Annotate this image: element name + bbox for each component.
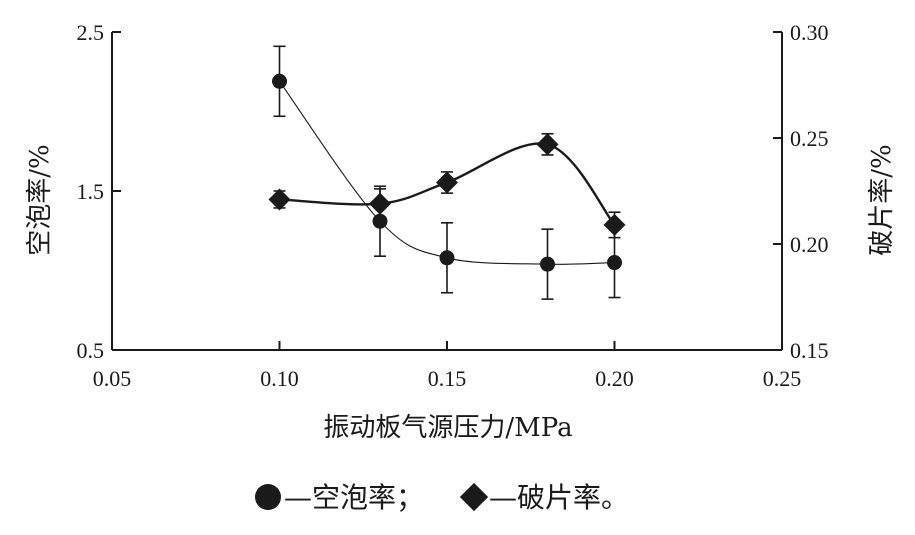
y-tick-label-right: 0.20 [790,232,829,257]
x-axis-title: 振动板气源压力/MPa [323,413,572,443]
legend-circle-marker [255,484,281,510]
y-tick-label-left: 0.5 [77,338,105,363]
legend-diamond-marker [459,482,489,512]
series-layer [268,45,626,300]
data-point-circle [439,250,455,266]
y-tick-label-right: 0.30 [790,20,829,45]
x-tick-label: 0.10 [260,366,299,391]
data-point-circle [540,256,555,272]
y-tick-label-right: 0.15 [790,338,829,363]
x-tick-label: 0.15 [428,366,467,391]
x-tick-label: 0.25 [763,366,802,391]
legend-item-fragmentation: —破片率。 [489,481,629,514]
data-point-diamond [268,188,291,211]
data-point-circle [372,213,388,229]
labels-layer: 0.05 0.10 0.15 0.20 0.25 0.5 1.5 2.5 0.15 0.20 0.2… [77,20,829,391]
data-point-diamond [603,213,626,236]
axes [111,31,783,351]
data-point-diamond [369,192,391,215]
data-point-circle [272,73,287,89]
data-point-circle [607,255,622,271]
legend-item-cavitation: —空泡率； [284,481,424,514]
y-tick-label-left: 1.5 [77,179,105,204]
y-axis-title-right: 破片率/% [867,144,897,255]
y-tick-label-left: 2.5 [77,20,105,45]
y-axis-title-left: 空泡率/% [25,144,55,255]
legend: —空泡率； —破片率。 [255,481,629,514]
data-point-diamond [536,133,559,156]
x-tick-label: 0.05 [93,366,132,391]
y-tick-label-right: 0.25 [790,126,829,151]
x-tick-label: 0.20 [595,366,634,391]
data-point-diamond [436,171,458,194]
